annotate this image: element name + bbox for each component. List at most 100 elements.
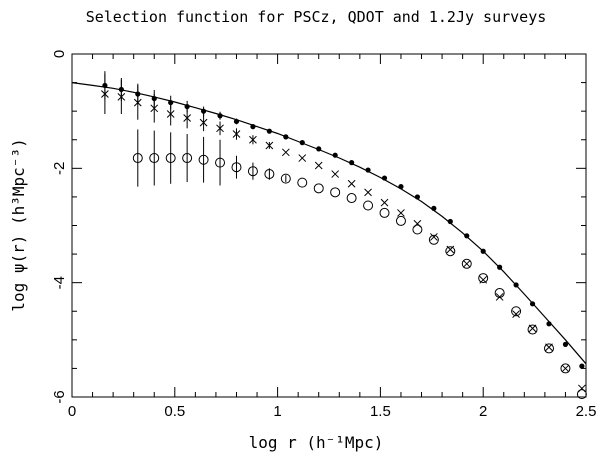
cross-stroke: [561, 364, 570, 373]
cross-stroke: [545, 343, 553, 352]
qdot-point: [578, 384, 586, 393]
cross-stroke: [331, 170, 340, 178]
cross-stroke: [298, 154, 307, 162]
x-tick-label: 2.5: [576, 403, 597, 420]
qdot-point: [249, 135, 257, 144]
y-axis: 0 -2 -4 -6: [51, 50, 586, 404]
jy12-point: [428, 234, 439, 245]
qdot-point: [545, 343, 553, 352]
model-curve: [71, 82, 587, 365]
x-tick-label: 1.5: [370, 403, 391, 420]
qdot-point: [133, 98, 142, 107]
jy12-point: [297, 177, 308, 188]
cross-stroke: [413, 219, 422, 228]
cross-stroke: [430, 233, 438, 241]
jy12-point: [461, 258, 472, 269]
y-tick-label: 0: [51, 50, 68, 58]
jy12-point: [379, 207, 390, 218]
plot-frame: [71, 53, 587, 398]
jy12-point: [478, 273, 489, 284]
jy12-point: [182, 153, 193, 164]
jy12-point: [231, 162, 242, 173]
jy12-point: [560, 363, 571, 374]
jy12-point: [198, 154, 209, 165]
jy12-point: [132, 153, 143, 164]
qdot-point: [314, 161, 323, 170]
x-axis: 0 0.5 1 1.5 2 2.5: [68, 54, 597, 420]
pscz-point: [447, 218, 453, 225]
jy12-point: [313, 183, 324, 194]
y-tick-label: -2: [51, 162, 68, 175]
x-tick-label: 0: [68, 403, 76, 420]
qdot-point: [150, 104, 159, 113]
jy12-point: [395, 215, 406, 226]
jy12-point: [511, 306, 522, 317]
cross-stroke: [347, 179, 356, 188]
qdot-point: [232, 130, 241, 138]
jy12-point: [280, 173, 291, 184]
y-tick-label: -4: [51, 276, 68, 289]
qdot-point: [183, 114, 191, 122]
jy12-point: [247, 166, 258, 177]
qdot-point: [430, 233, 438, 241]
qdot-point: [462, 259, 471, 268]
y-tick-label: -6: [51, 390, 68, 403]
x-axis-label: log r (h⁻¹Mpc): [249, 433, 384, 452]
cross-stroke: [528, 324, 537, 333]
jy12-point: [363, 200, 374, 211]
qdot-point: [512, 310, 520, 318]
qdot-point: [199, 118, 208, 127]
cross-stroke: [117, 93, 126, 101]
jy12-point: [543, 343, 554, 354]
qdot-point: [364, 188, 372, 197]
qdot-point: [380, 198, 389, 207]
qdot-point: [216, 124, 224, 133]
qdot-point: [265, 141, 274, 150]
qdot-point: [528, 324, 537, 333]
jy12-point: [330, 187, 341, 198]
qdot-point: [561, 364, 570, 373]
jy12-point: [264, 169, 275, 180]
qdot-point: [281, 148, 290, 157]
cross-stroke: [166, 110, 175, 118]
x-tick-label: 0.5: [164, 403, 185, 420]
pscz-point: [579, 363, 585, 369]
cross-stroke: [199, 118, 208, 127]
cross-stroke: [397, 209, 405, 217]
qdot-point: [117, 93, 126, 101]
cross-stroke: [249, 135, 257, 144]
y-axis-label: log ψ(r) (h³Mpc⁻³): [9, 138, 28, 311]
cross-stroke: [578, 384, 586, 393]
x-tick-label: 1: [273, 403, 281, 420]
cross-stroke: [265, 141, 274, 150]
jy12-point: [165, 153, 176, 164]
qdot-point: [166, 110, 175, 118]
qdot-point: [298, 154, 307, 162]
jy12-point: [494, 287, 505, 298]
cross-stroke: [314, 161, 323, 170]
x-tick-label: 2: [479, 403, 487, 420]
jy12-point: [527, 324, 538, 335]
cross-stroke: [216, 124, 224, 133]
qdot-point: [397, 209, 405, 217]
cross-stroke: [281, 148, 290, 157]
plot-area: [71, 53, 587, 398]
data-marks: [71, 71, 587, 400]
qdot-point: [331, 170, 340, 178]
jy12-point: [445, 246, 456, 257]
cross-stroke: [133, 98, 142, 107]
cross-stroke: [101, 90, 109, 98]
cross-stroke: [462, 259, 471, 268]
cross-stroke: [512, 310, 520, 318]
qdot-point: [413, 219, 422, 228]
chart-title: Selection function for PSCz, QDOT and 1.…: [86, 8, 547, 26]
jy12-point: [576, 389, 587, 400]
qdot-point: [347, 179, 356, 188]
jy12-point: [412, 224, 423, 235]
jy12-point: [149, 153, 160, 164]
cross-stroke: [183, 114, 191, 122]
cross-stroke: [150, 104, 159, 113]
pscz-point: [562, 341, 569, 348]
cross-stroke: [232, 130, 241, 138]
